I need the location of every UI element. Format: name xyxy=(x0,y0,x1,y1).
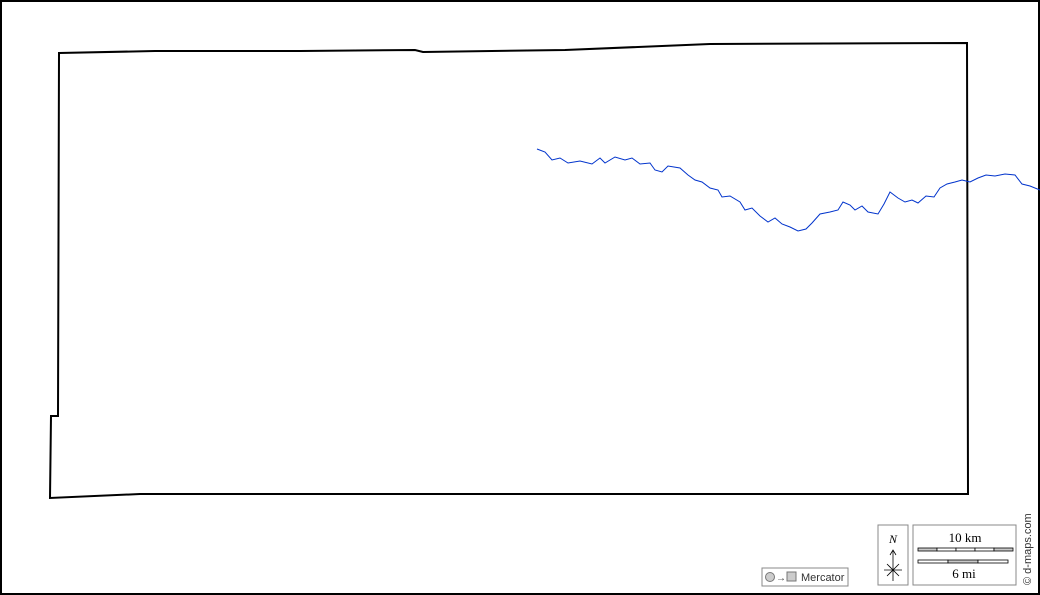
projection-box: → Mercator xyxy=(761,567,849,587)
plane-icon xyxy=(786,571,797,582)
north-arrow-box: N xyxy=(877,524,909,586)
scale-bar-box: 10 km 6 mi xyxy=(912,524,1017,586)
scale-bar-mi xyxy=(917,559,1009,564)
river xyxy=(536,148,1040,232)
scale-km-label: 10 km xyxy=(949,530,982,545)
scale-mi-label: 6 mi xyxy=(952,566,976,581)
north-label: N xyxy=(888,532,898,546)
credit-label: © d-maps.com xyxy=(1022,513,1034,585)
projection-label: Mercator xyxy=(801,572,845,584)
globe-icon xyxy=(765,572,775,582)
compass-icon xyxy=(884,549,902,581)
scale-bar-km xyxy=(917,547,1014,552)
county-boundary xyxy=(48,41,970,500)
arrow-icon: → xyxy=(776,573,786,584)
